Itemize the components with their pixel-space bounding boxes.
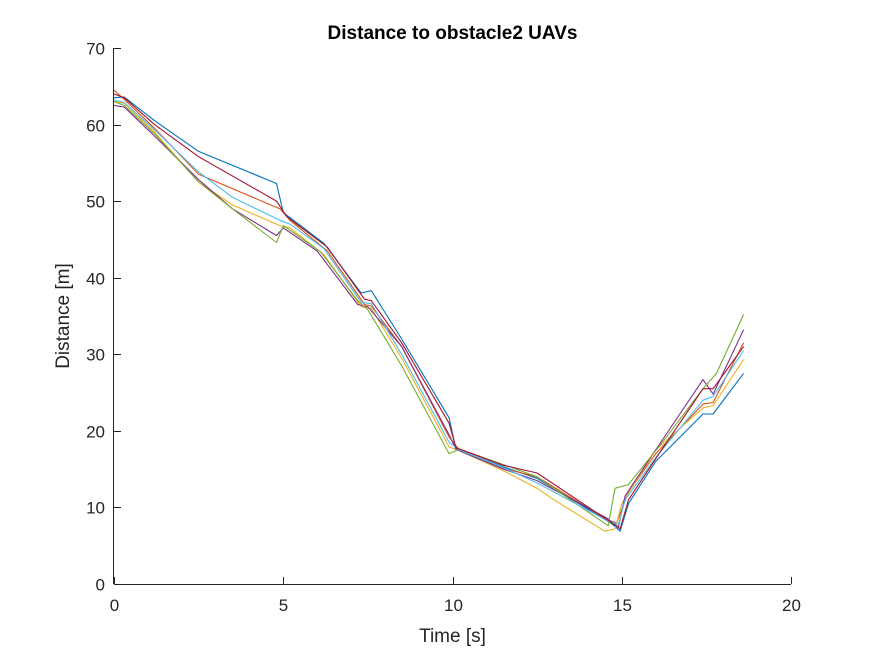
series-line-1 (113, 96, 745, 532)
series-line-2 (113, 89, 745, 524)
series-line-7 (113, 93, 745, 530)
axes-layer: 0 5 10 15 20 0 10 20 30 40 50 60 70 (86, 40, 801, 616)
y-tick-label: 40 (86, 270, 105, 289)
series-line-6 (113, 99, 745, 525)
y-tick-label: 30 (86, 346, 105, 365)
series-line-5 (113, 101, 745, 527)
y-tick-label: 50 (86, 193, 105, 212)
y-axis-label: Distance [m] (53, 263, 74, 369)
series-layer (113, 89, 745, 532)
y-tick-label: 60 (86, 117, 105, 136)
plot-area (114, 48, 791, 584)
x-tick-label: 15 (613, 596, 632, 615)
x-axis-label: Time [s] (419, 626, 486, 647)
chart-title: Distance to obstacle2 UAVs (328, 23, 578, 44)
series-line-4 (113, 104, 745, 528)
y-tick-label: 20 (86, 423, 105, 442)
y-tick-label: 10 (86, 499, 105, 518)
series-line-3 (113, 101, 745, 532)
x-tick-label: 5 (279, 596, 288, 615)
x-tick-label: 0 (110, 596, 119, 615)
y-tick-label: 70 (86, 40, 105, 59)
x-tick-label: 20 (782, 596, 801, 615)
x-tick-label: 10 (444, 596, 463, 615)
y-tick-label: 0 (96, 576, 105, 595)
